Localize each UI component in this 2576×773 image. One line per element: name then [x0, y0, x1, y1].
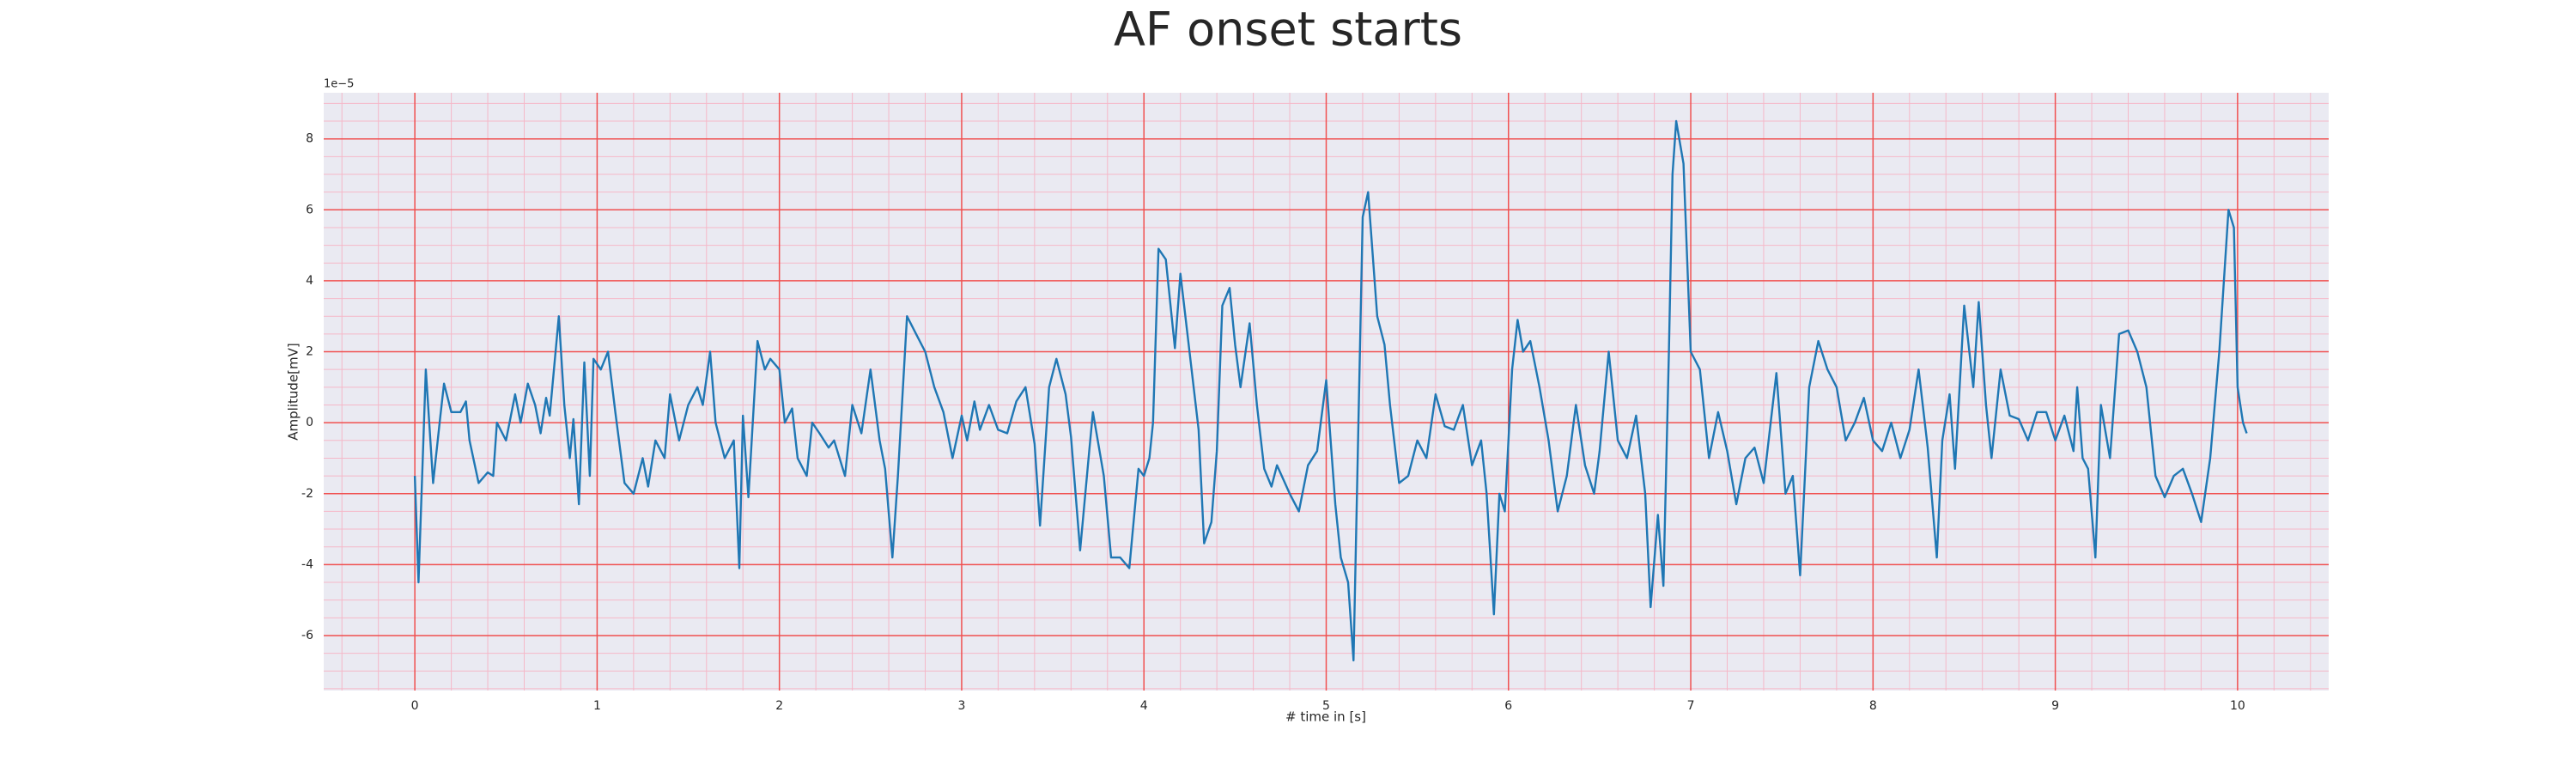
y-tick-label: 8	[306, 132, 313, 146]
chart-title: AF onset starts	[1114, 3, 1462, 57]
y-tick-label: -2	[301, 487, 313, 501]
grid	[324, 93, 2329, 691]
data-line	[413, 119, 2248, 662]
y-tick-label: 4	[306, 274, 313, 288]
y-offset-label: 1e−5	[324, 78, 354, 91]
y-tick-label: -4	[301, 557, 313, 571]
x-axis-label: # time in [s]	[1285, 709, 1366, 725]
x-tick-label: 3	[957, 699, 965, 713]
x-tick-label: 6	[1504, 699, 1512, 713]
x-tick-label: 10	[2230, 699, 2245, 713]
x-tick-label: 2	[775, 699, 783, 713]
x-tick-label: 8	[1869, 699, 1877, 713]
y-axis-label: Amplitude[mV]	[286, 343, 301, 440]
x-tick-label: 4	[1140, 699, 1148, 713]
y-tick-label: 6	[306, 203, 313, 216]
x-tick-label: 1	[593, 699, 601, 713]
x-tick-label: 7	[1687, 699, 1695, 713]
y-tick-label: -6	[301, 629, 313, 642]
x-tick-label: 9	[2051, 699, 2059, 713]
y-tick-label: 2	[306, 345, 313, 359]
x-tick-label: 5	[1322, 699, 1330, 713]
y-tick-label: 0	[306, 416, 313, 429]
x-tick-label: 0	[411, 699, 419, 713]
